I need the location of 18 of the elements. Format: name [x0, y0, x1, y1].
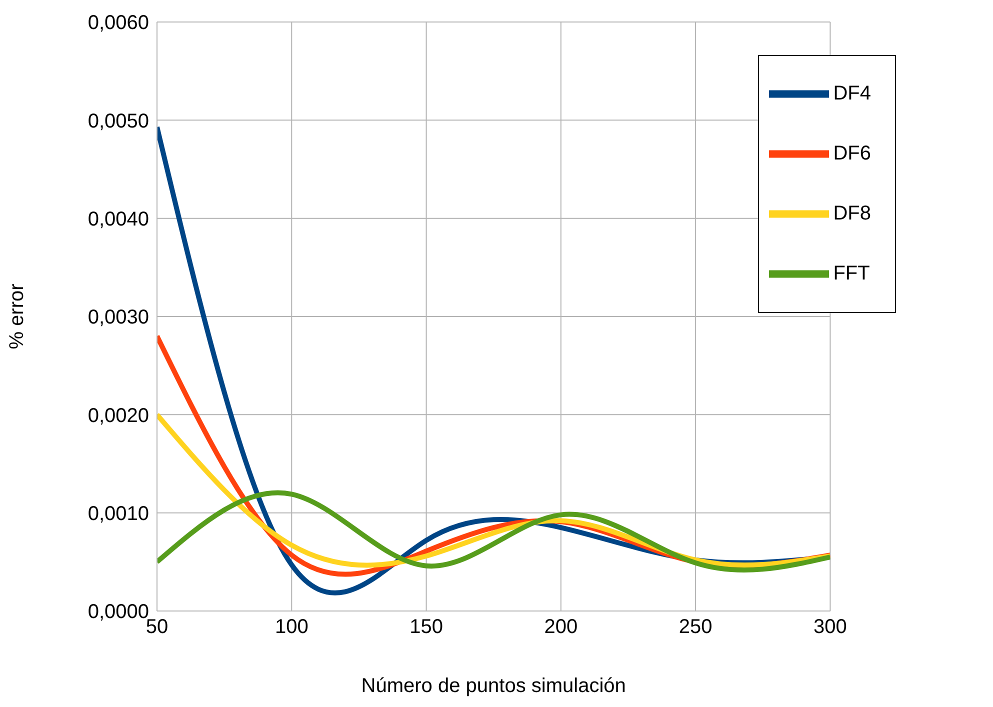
x-tick-label: 100	[274, 616, 308, 638]
legend-label: DF4	[833, 82, 871, 104]
y-tick-label: 0,0050	[88, 110, 149, 132]
x-tick-label: 200	[544, 616, 578, 638]
x-axis-title: Número de puntos simulación	[361, 675, 626, 697]
y-tick-label: 0,0040	[88, 208, 149, 230]
y-tick-label: 0,0010	[88, 502, 149, 525]
y-tick-label: 0,0020	[88, 404, 149, 427]
legend-label: FFT	[833, 262, 870, 284]
x-tick-label: 250	[678, 616, 712, 638]
x-tick-label: 300	[814, 616, 847, 638]
legend-label: DF6	[833, 142, 871, 164]
x-tick-label: 150	[410, 616, 443, 638]
y-tick-label: 0,0030	[88, 306, 149, 329]
legend-label: DF8	[833, 202, 871, 224]
x-tick-label: 50	[146, 616, 168, 638]
y-tick-label: 0,0060	[88, 12, 149, 34]
y-axis-title: % error	[6, 283, 28, 350]
